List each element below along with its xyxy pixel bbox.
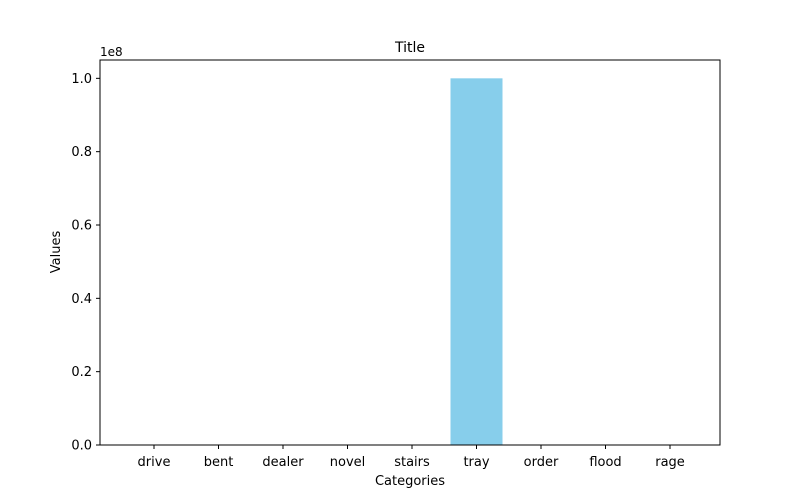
x-tick-label: order [524,455,559,470]
x-tick-label: flood [589,455,621,470]
plot-frame [99,59,721,446]
x-tick-label: dealer [262,455,304,470]
x-tick-label: drive [138,455,171,470]
y-tick-label: 0.2 [71,365,92,380]
x-tick-label: stairs [394,455,430,470]
y-tick-label: 1.0 [71,72,92,87]
x-axis-label: Categories [375,474,445,489]
bar-tray [450,78,503,445]
bars-layer [450,78,503,445]
x-tick-label: bent [204,455,234,470]
y-ticks-layer: 0.0 0.2 0.4 0.6 0.8 1.0 [71,72,100,454]
y-tick-label: 0.4 [71,292,92,307]
x-tick-label: tray [463,455,489,470]
chart-title: Title [394,40,425,56]
y-tick-label: 0.6 [71,219,92,234]
x-tick-label: rage [655,455,685,470]
y-axis-offset-label: 1e8 [100,45,123,59]
y-tick-label: 0.8 [71,145,92,160]
x-ticks-layer: drive bent dealer novel stairs tray order flood… [138,445,685,470]
y-tick-label: 0.0 [71,439,92,454]
y-axis-label: Values [49,231,64,274]
x-tick-label: novel [330,455,366,470]
